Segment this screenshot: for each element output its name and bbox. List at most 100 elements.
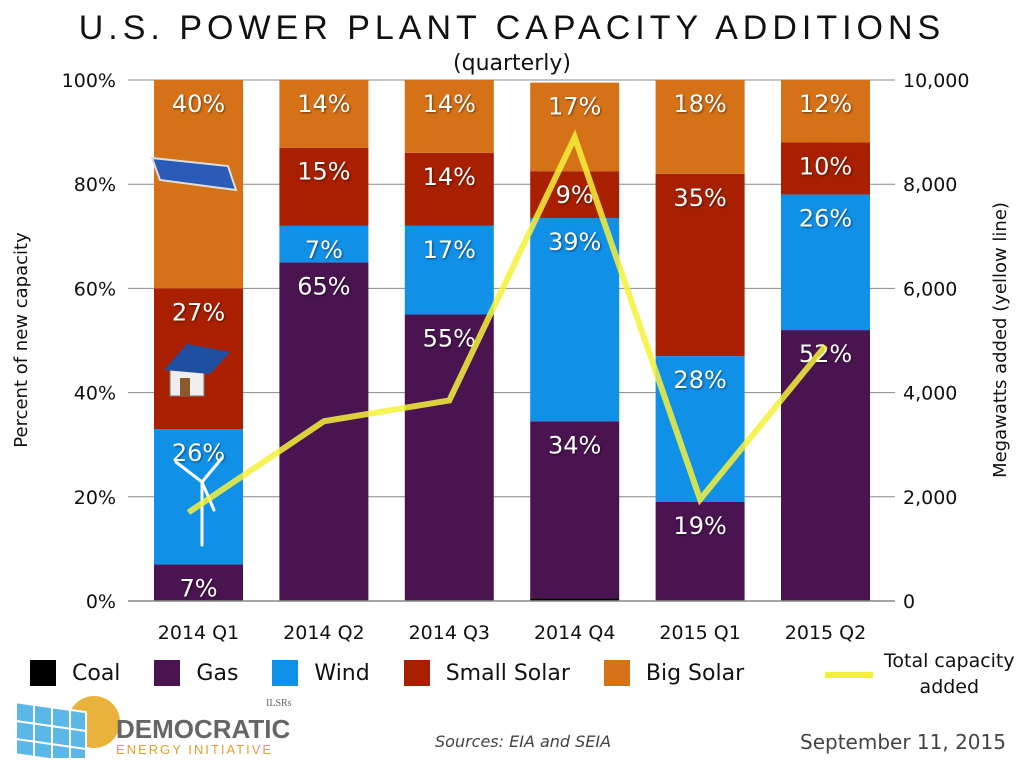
data-label: 7% (305, 236, 343, 264)
data-label: 40% (172, 90, 225, 118)
data-label: 28% (673, 366, 726, 394)
bar-segment-wind (530, 218, 620, 422)
x-tick-label: 2014 Q4 (534, 622, 615, 644)
legend-swatch (154, 660, 181, 686)
house-roof (164, 344, 230, 374)
legend-label: Coal (72, 660, 121, 686)
y-tick-label: 20% (74, 487, 116, 509)
data-label: 34% (548, 431, 601, 459)
bar-segment-big-solar (404, 80, 494, 153)
legend-swatch (603, 660, 630, 686)
y2-tick-label: 4,000 (903, 383, 957, 405)
legend-item: Coal (30, 660, 120, 686)
bar-segment-big-solar (655, 80, 745, 174)
bar-segment-wind (655, 356, 745, 503)
y-tick-label: 80% (74, 174, 116, 196)
data-label: 14% (297, 90, 350, 118)
legend-line-swatch (825, 672, 873, 678)
logo-sub: ENERGY INITIATIVE (116, 742, 273, 757)
bar-segment-small-solar (279, 147, 369, 226)
solar-panel-icon (150, 156, 238, 192)
legend-item: Small Solar (403, 660, 570, 686)
legend-label: Gas (196, 660, 239, 686)
y2-tick-label: 8,000 (903, 174, 957, 196)
date-label: September 11, 2015 (800, 730, 1006, 754)
y2-tick-label: 6,000 (903, 278, 957, 300)
bar-segment-big-solar (781, 80, 870, 143)
legend: Coal Gas Wind Small Solar Big Solar (30, 660, 778, 686)
data-label: 17% (548, 93, 601, 121)
legend-item: Big Solar (603, 660, 745, 686)
bar-segment-gas (781, 330, 870, 601)
chart-subtitle: (quarterly) (453, 51, 571, 76)
legend-label: Small Solar (445, 660, 570, 686)
y2-tick-label: 10,000 (903, 70, 969, 92)
legend-item: Gas (154, 660, 238, 686)
house-door (180, 378, 190, 396)
data-label: 7% (179, 575, 217, 603)
bar-segment-wind (279, 225, 369, 263)
legend-swatch (30, 660, 56, 686)
x-tick-label: 2014 Q3 (409, 622, 490, 644)
y-tick-label: 0% (86, 591, 116, 613)
bar-segment-wind (404, 225, 494, 315)
logo-badge: ILSRs (266, 698, 292, 709)
bar-segment-gas (279, 262, 369, 601)
legend-line-label-1: Total capacity (884, 650, 1015, 672)
bar-segment-gas (655, 502, 745, 601)
legend-item: Wind (272, 660, 370, 686)
bar-segment-coal (530, 598, 620, 601)
data-label: 15% (297, 158, 350, 186)
data-label: 65% (297, 272, 350, 300)
y2-tick-label: 2,000 (903, 487, 957, 509)
data-label: 26% (172, 439, 225, 467)
total-capacity-line (186, 129, 828, 515)
bar-segment-small-solar (655, 173, 745, 357)
legend-line-label: Total capacity added (884, 648, 1015, 700)
solar-panel-shape (150, 156, 238, 192)
y2-axis-label: Megawatts added (yellow line) (990, 202, 1011, 478)
turbine-blade (200, 456, 224, 484)
chart-title: U.S. POWER PLANT CAPACITY ADDITIONS (78, 9, 946, 47)
data-label: 18% (673, 90, 726, 118)
data-label: 55% (423, 324, 476, 352)
y-tick-label: 100% (62, 70, 116, 92)
legend-label: Wind (314, 660, 370, 686)
sources-note: Sources: EIA and SEIA (435, 732, 612, 751)
legend-label: Big Solar (645, 660, 745, 686)
logo-name: DEMOCRATIC (116, 714, 291, 744)
data-label: 12% (799, 90, 852, 118)
data-label: 10% (799, 153, 852, 181)
legend-line-label-2: added (919, 676, 980, 698)
data-label: 14% (423, 90, 476, 118)
x-tick-label: 2015 Q1 (659, 622, 740, 644)
data-label: 35% (673, 184, 726, 212)
bar-segment-big-solar (530, 82, 620, 172)
bar-segment-gas (404, 314, 494, 601)
turbine-blade (174, 460, 204, 484)
house-icon (164, 344, 230, 397)
data-label: 26% (799, 205, 852, 233)
y-tick-label: 60% (74, 278, 116, 300)
data-label: 14% (423, 163, 476, 191)
bar-segment-gas (154, 564, 243, 601)
y-tick-label: 40% (74, 383, 116, 405)
y-axis-label: Percent of new capacity (11, 232, 32, 448)
bar-segment-wind (154, 429, 243, 565)
x-tick-label: 2014 Q2 (283, 622, 364, 644)
data-label: 17% (423, 236, 476, 264)
data-label: 39% (548, 228, 601, 256)
data-label: 19% (673, 512, 726, 540)
data-label: 9% (556, 181, 594, 209)
bar-segment-gas (530, 421, 620, 599)
x-tick-label: 2014 Q1 (158, 622, 239, 644)
logo: DEMOCRATIC ENERGY INITIATIVE ILSRs (14, 694, 304, 766)
x-tick-label: 2015 Q2 (785, 622, 866, 644)
data-label: 27% (172, 298, 225, 326)
bar-segment-wind (781, 194, 870, 331)
y2-tick-label: 0 (903, 591, 915, 613)
legend-swatch (403, 660, 430, 686)
bar-segment-small-solar (781, 142, 870, 195)
bar-segment-big-solar (279, 80, 369, 148)
